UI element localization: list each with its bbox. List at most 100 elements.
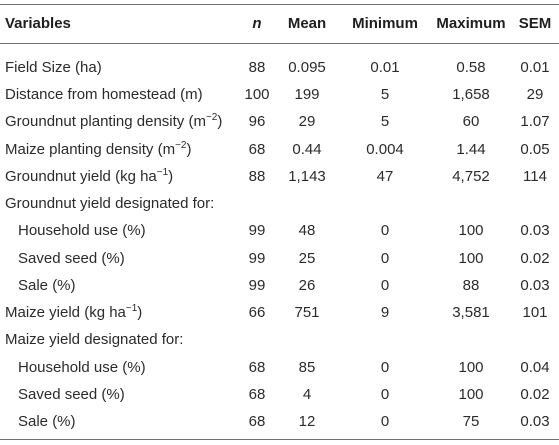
- cell-maximum: 100: [458, 359, 484, 376]
- table-top-rule: [0, 4, 559, 5]
- row-label-text: Saved seed (%): [18, 386, 125, 403]
- row-label-text: Maize yield designated for:: [5, 331, 184, 348]
- cell-maximum: 75: [462, 413, 480, 430]
- cell-mean: 29: [298, 113, 316, 130]
- row-label-superscript: −1: [125, 303, 138, 314]
- cell-mean: 0.095: [288, 59, 326, 76]
- cell-sem: 101: [522, 304, 548, 321]
- cell-n: 88: [248, 59, 266, 76]
- row-label: Saved seed (%): [18, 379, 125, 410]
- row-label: Household use (%): [18, 352, 146, 383]
- cell-maximum: [430, 324, 512, 355]
- cell-mean: 12: [298, 413, 316, 430]
- table-row: Maize yield (kg ha−1) 66 751 9 3,581 101: [0, 297, 559, 328]
- row-label: Groundnut yield designated for:: [5, 188, 214, 219]
- cell-minimum: 0: [380, 250, 390, 267]
- cell-maximum: 100: [458, 386, 484, 403]
- row-label: Household use (%): [18, 215, 146, 246]
- header-variables: Variables: [5, 15, 71, 32]
- cell-mean: 48: [298, 222, 316, 239]
- cell-n: 68: [248, 413, 266, 430]
- cell-mean: 0.44: [292, 141, 322, 158]
- cell-minimum: 0: [380, 386, 390, 403]
- cell-mean: 751: [294, 304, 320, 321]
- cell-n: 88: [248, 168, 266, 185]
- table-row: Sale (%) 68 12 0 75 0.03: [0, 406, 559, 437]
- cell-n: 99: [248, 250, 266, 267]
- cell-n: 68: [248, 359, 266, 376]
- cell-n: 99: [248, 222, 266, 239]
- cell-mean: 199: [294, 86, 320, 103]
- row-label-tail: ): [186, 141, 192, 158]
- row-label: Groundnut yield (kg ha−1): [5, 161, 173, 192]
- cell-n: 68: [248, 141, 266, 158]
- row-label-text: Groundnut yield designated for:: [5, 195, 215, 212]
- cell-minimum: 0: [380, 222, 390, 239]
- row-label: Maize yield (kg ha−1): [5, 297, 142, 328]
- cell-maximum: 4,752: [452, 168, 490, 185]
- header-maximum: Maximum: [436, 15, 506, 32]
- row-label-text: Sale (%): [18, 277, 76, 294]
- cell-sem: 0.04: [520, 359, 550, 376]
- table-row: Maize yield designated for:: [0, 324, 559, 355]
- cell-minimum: 47: [376, 168, 394, 185]
- table-row: Household use (%) 99 48 0 100 0.03: [0, 215, 559, 246]
- table-row: Sale (%) 99 26 0 88 0.03: [0, 270, 559, 301]
- table-header-rule: [0, 43, 559, 44]
- row-label-text: Saved seed (%): [18, 250, 125, 267]
- row-label: Maize planting density (m−2): [5, 134, 191, 165]
- row-label-text: Groundnut yield (kg ha: [5, 168, 157, 185]
- row-label-text: Groundnut planting density (m: [5, 113, 206, 130]
- cell-mean: 4: [302, 386, 312, 403]
- cell-minimum: [340, 324, 430, 355]
- table-row: Distance from homestead (m) 100 199 5 1,658 2…: [0, 79, 559, 110]
- row-label-tail: ): [168, 168, 174, 185]
- table-row: Groundnut planting density (m−2) 96 29 5 60 1…: [0, 106, 559, 137]
- cell-mean: [276, 324, 338, 355]
- cell-sem: 0.05: [520, 141, 550, 158]
- table-bottom-rule: [0, 439, 559, 440]
- cell-sem: 0.02: [520, 386, 550, 403]
- row-label-text: Household use (%): [18, 222, 146, 239]
- table-row: Household use (%) 68 85 0 100 0.04: [0, 352, 559, 383]
- row-label-tail: ): [137, 304, 143, 321]
- cell-minimum: 0: [380, 277, 390, 294]
- cell-sem: 0.01: [520, 59, 550, 76]
- cell-n: 68: [248, 386, 266, 403]
- row-label-superscript: −2: [175, 140, 187, 151]
- table-row: Saved seed (%) 68 4 0 100 0.02: [0, 379, 559, 410]
- cell-minimum: 0: [380, 359, 390, 376]
- row-label-text: Maize planting density (m: [5, 141, 176, 158]
- cell-sem: 0.03: [520, 277, 550, 294]
- row-label: Saved seed (%): [18, 243, 125, 274]
- row-label-tail: ): [217, 113, 223, 130]
- table-row: Field Size (ha) 88 0.095 0.01 0.58 0.01: [0, 52, 559, 83]
- cell-mean: 85: [298, 359, 316, 376]
- cell-mean: 26: [298, 277, 316, 294]
- cell-minimum: 5: [380, 86, 390, 103]
- table-row: Groundnut yield designated for:: [0, 188, 559, 219]
- cell-sem: 29: [526, 86, 544, 103]
- header-n: n: [252, 15, 262, 32]
- cell-minimum: 0.01: [370, 59, 400, 76]
- cell-maximum: 100: [458, 250, 484, 267]
- row-label: Groundnut planting density (m−2): [5, 106, 222, 137]
- row-label: Sale (%): [18, 406, 76, 437]
- header-minimum: Minimum: [352, 15, 418, 32]
- row-label: Field Size (ha): [5, 52, 102, 83]
- row-label-superscript: −2: [205, 112, 218, 123]
- row-label: Sale (%): [18, 270, 76, 301]
- cell-minimum: 0.004: [366, 141, 404, 158]
- cell-sem: [512, 324, 558, 355]
- header-sem: SEM: [518, 15, 552, 32]
- table-header-row: Variables n Mean Minimum Maximum SEM: [0, 8, 559, 39]
- table-row: Saved seed (%) 99 25 0 100 0.02: [0, 243, 559, 274]
- cell-n: 66: [248, 304, 266, 321]
- row-label-text: Distance from homestead (m): [5, 86, 203, 103]
- table-row: Maize planting density (m−2) 68 0.44 0.004 1…: [0, 134, 559, 165]
- row-label-superscript: −1: [156, 167, 169, 178]
- cell-sem: 0.03: [520, 222, 550, 239]
- cell-n: 100: [244, 86, 270, 103]
- cell-maximum: 3,581: [452, 304, 490, 321]
- row-label-text: Household use (%): [18, 359, 146, 376]
